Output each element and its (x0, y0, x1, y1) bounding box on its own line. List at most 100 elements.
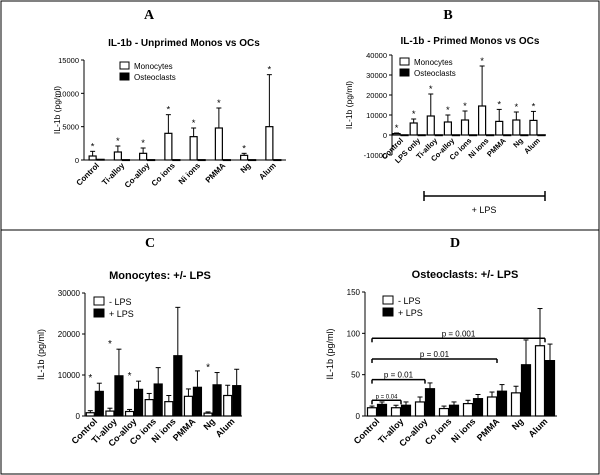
bar-b (503, 134, 512, 137)
bar-b (424, 388, 436, 417)
y-tick-label: 0 (75, 156, 79, 165)
bar-b (248, 159, 257, 162)
significance-star: * (128, 371, 132, 382)
bar-b (197, 159, 206, 162)
bar-a (139, 152, 148, 161)
legend-swatch (119, 72, 130, 81)
bar-b (520, 134, 529, 137)
bar-b (486, 134, 495, 137)
bar-a (486, 396, 498, 417)
bar-b (472, 398, 484, 417)
significance-star: * (412, 109, 416, 120)
bar-a (183, 395, 194, 417)
legend-swatch (119, 61, 130, 70)
significance-star: * (242, 143, 246, 154)
bar-b (121, 159, 130, 162)
significance-star: * (167, 105, 171, 116)
bar-a (460, 119, 470, 136)
legend-swatch (399, 57, 410, 66)
bar-b (96, 158, 105, 161)
y-tick-label: 20000 (366, 91, 387, 100)
y-tick-label: 30000 (58, 289, 81, 298)
legend-swatch (382, 295, 394, 305)
bar-a (113, 151, 122, 161)
significance-star: * (88, 373, 92, 384)
bar-a (510, 392, 522, 417)
bar-a (409, 122, 418, 136)
legend-label: Monocytes (414, 58, 453, 67)
lps-bracket-label: + LPS (472, 205, 497, 215)
legend-label: - LPS (109, 297, 132, 307)
bar-a (164, 132, 173, 161)
legend-label: + LPS (398, 308, 423, 318)
panel-letter-b: B (443, 8, 452, 23)
legend-label: Monocytes (134, 62, 173, 71)
legend-swatch (93, 308, 105, 318)
y-tick-label: 5000 (62, 123, 79, 132)
bar-b (544, 360, 556, 417)
bar-a (438, 407, 450, 417)
bar-a (366, 407, 378, 417)
bar-a (495, 120, 504, 136)
bar-b (212, 384, 222, 417)
bar-a (512, 119, 521, 136)
legend-label: Osteoclasts (134, 73, 176, 82)
bar-a (265, 126, 274, 161)
legend-swatch (382, 307, 394, 317)
significance-star: * (463, 101, 467, 112)
bar-a (414, 401, 426, 417)
bar-a (164, 401, 174, 417)
y-tick-label: 0 (383, 131, 387, 140)
y-tick-label: 10000 (366, 111, 387, 120)
y-axis-label: IL-1b (pg/ml) (52, 86, 62, 134)
chart-title: IL-1b - Primed Monos vs OCs (401, 36, 540, 47)
bar-a (240, 154, 249, 161)
significance-star: * (497, 99, 501, 110)
bar-a (144, 399, 154, 417)
comparison-label: p = 0.01 (420, 350, 450, 359)
y-tick-label: 30000 (366, 71, 387, 80)
bar-a (223, 394, 233, 417)
y-tick-label: 0 (356, 412, 361, 421)
lps-bracket: + LPS (423, 191, 546, 215)
significance-star: * (514, 102, 518, 113)
bar-a (85, 412, 95, 417)
significance-star: * (192, 118, 196, 129)
chart-title: Monocytes: +/- LPS (109, 270, 211, 282)
bar-b (114, 375, 124, 417)
chart-title: Osteoclasts: +/- LPS (412, 269, 519, 281)
significance-star: * (206, 363, 210, 374)
significance-star: * (480, 56, 484, 67)
panel-letter-d: D (450, 236, 460, 251)
bar-a (462, 403, 474, 417)
bar-b (434, 134, 443, 137)
bar-b (448, 404, 460, 417)
y-tick-label: 20000 (58, 330, 81, 339)
significance-star: * (268, 65, 272, 76)
significance-star: * (91, 141, 95, 152)
legend-swatch (93, 296, 105, 306)
bar-a (124, 410, 135, 417)
significance-star: * (217, 98, 221, 109)
bar-a (443, 121, 452, 136)
legend-label: Osteoclasts (414, 69, 456, 78)
comparison-label: p = 0.01 (384, 371, 414, 380)
bar-b (520, 364, 532, 417)
bar-b (400, 134, 409, 137)
y-axis-label: IL-1b (pg/ml) (344, 81, 354, 129)
bar-b (153, 383, 163, 417)
bar-b (173, 355, 183, 417)
significance-star: * (446, 105, 450, 116)
y-axis-label: IL-1b (pg/ml) (325, 328, 335, 379)
bar-b (417, 134, 426, 137)
bar-a (426, 115, 435, 136)
y-tick-label: 0 (76, 412, 81, 421)
bar-b (133, 388, 144, 417)
bar-a (88, 155, 97, 161)
y-tick-label: 100 (347, 329, 361, 338)
y-tick-label: 10000 (58, 89, 79, 98)
legend-label: - LPS (398, 296, 421, 306)
bar-b (537, 134, 546, 137)
